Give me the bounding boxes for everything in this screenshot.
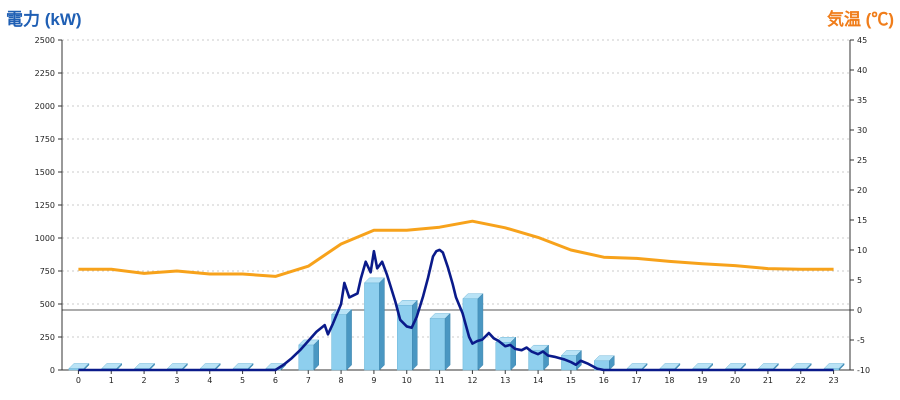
x-tick-label: 13 xyxy=(500,376,510,385)
bar xyxy=(429,312,451,371)
bar-side xyxy=(379,277,385,371)
left-tick-label: 1500 xyxy=(35,168,55,177)
bar-side xyxy=(412,299,418,371)
x-tick-label: 16 xyxy=(599,376,609,385)
right-tick-label: -5 xyxy=(857,336,865,345)
right-tick-label: 15 xyxy=(857,216,867,225)
bar xyxy=(396,299,418,371)
x-tick-label: 11 xyxy=(434,376,444,385)
x-tick-label: 1 xyxy=(109,376,114,385)
left-tick-label: 2500 xyxy=(35,36,55,45)
right-tick-label: 25 xyxy=(857,156,867,165)
x-tick-label: 17 xyxy=(631,376,641,385)
x-tick-label: 0 xyxy=(76,376,81,385)
right-tick-label: 5 xyxy=(857,276,862,285)
bar xyxy=(298,339,320,371)
right-tick-label: 0 xyxy=(857,306,862,315)
power-line xyxy=(78,248,834,372)
bar-side xyxy=(477,293,484,371)
right-tick-label: 10 xyxy=(857,246,867,255)
left-tick-label: 1750 xyxy=(35,135,55,144)
left-tick-label: 250 xyxy=(40,333,55,342)
x-tick-label: 4 xyxy=(207,376,212,385)
x-tick-label: 10 xyxy=(402,376,412,385)
bar-side xyxy=(313,339,319,371)
bar xyxy=(527,344,550,371)
bar-side xyxy=(838,362,845,371)
bar-front xyxy=(364,282,380,371)
right-tick-label: 45 xyxy=(857,36,867,45)
bar xyxy=(560,349,583,371)
right-tick-label: 35 xyxy=(857,96,867,105)
bar-side xyxy=(444,312,451,371)
x-tick-label: 19 xyxy=(697,376,707,385)
x-tick-label: 15 xyxy=(566,376,576,385)
x-tick-label: 8 xyxy=(339,376,344,385)
bar xyxy=(363,277,386,371)
bar xyxy=(68,362,90,371)
x-tick-label: 12 xyxy=(467,376,477,385)
x-tick-label: 9 xyxy=(371,376,376,385)
bar-side xyxy=(346,308,352,371)
bar xyxy=(593,355,615,371)
right-axis-title: 気温 (℃) xyxy=(826,10,894,29)
x-tick-label: 7 xyxy=(306,376,311,385)
left-axis-title: 電力 (kW) xyxy=(6,10,82,29)
x-tick-label: 14 xyxy=(533,376,543,385)
right-tick-label: 20 xyxy=(857,186,867,195)
x-tick-label: 21 xyxy=(763,376,773,385)
x-tick-label: 6 xyxy=(273,376,278,385)
right-tick-label: 30 xyxy=(857,126,867,135)
bar-side xyxy=(609,355,615,371)
left-tick-label: 500 xyxy=(40,300,55,309)
bar xyxy=(462,293,484,371)
x-tick-label: 20 xyxy=(730,376,740,385)
left-tick-label: 1250 xyxy=(35,201,55,210)
bar-front xyxy=(462,298,479,371)
x-tick-label: 3 xyxy=(174,376,179,385)
left-tick-label: 2250 xyxy=(35,69,55,78)
x-tick-label: 22 xyxy=(796,376,806,385)
left-tick-label: 0 xyxy=(50,366,55,375)
x-tick-label: 2 xyxy=(142,376,147,385)
bar-side xyxy=(510,336,516,371)
temperature-line xyxy=(78,219,834,278)
left-tick-label: 2000 xyxy=(35,102,55,111)
x-tick-label: 23 xyxy=(828,376,838,385)
left-tick-label: 750 xyxy=(40,267,55,276)
bar-front xyxy=(429,318,446,371)
x-tick-label: 18 xyxy=(664,376,674,385)
right-tick-label: 40 xyxy=(857,66,867,75)
left-tick-label: 1000 xyxy=(35,234,55,243)
right-tick-label: -10 xyxy=(857,366,870,375)
x-tick-label: 5 xyxy=(240,376,245,385)
